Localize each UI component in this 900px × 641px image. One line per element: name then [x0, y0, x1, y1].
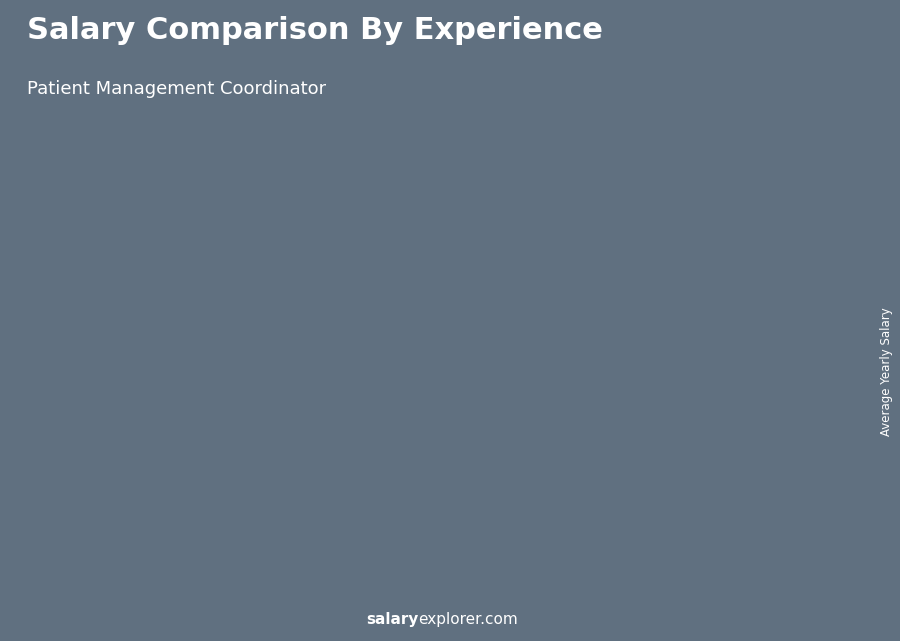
Bar — [720, 88, 864, 93]
Polygon shape — [317, 329, 391, 564]
Polygon shape — [562, 259, 636, 564]
Text: +11%: +11% — [509, 206, 567, 224]
Polygon shape — [686, 226, 769, 239]
Polygon shape — [144, 418, 154, 564]
Text: 70,100 USD: 70,100 USD — [310, 342, 380, 354]
Bar — [720, 33, 864, 38]
Text: explorer.com: explorer.com — [418, 612, 518, 627]
Bar — [720, 22, 778, 55]
Text: 82,400 USD: 82,400 USD — [434, 300, 503, 313]
Polygon shape — [760, 226, 770, 564]
Text: Average Yearly Salary: Average Yearly Salary — [880, 308, 893, 436]
Polygon shape — [636, 247, 646, 564]
Text: 53,200 USD: 53,200 USD — [187, 398, 256, 411]
Text: +6%: +6% — [638, 185, 684, 203]
Polygon shape — [194, 386, 267, 564]
Polygon shape — [686, 239, 760, 564]
Text: +18%: +18% — [386, 237, 444, 255]
Polygon shape — [317, 320, 400, 329]
Polygon shape — [70, 418, 154, 423]
Text: +32%: +32% — [263, 280, 321, 298]
Bar — [720, 71, 864, 77]
Polygon shape — [562, 247, 646, 259]
Bar — [720, 82, 864, 88]
Bar — [720, 77, 864, 82]
Bar — [720, 38, 864, 44]
Bar — [720, 60, 864, 66]
Polygon shape — [439, 278, 524, 288]
Polygon shape — [514, 278, 524, 564]
Polygon shape — [194, 379, 277, 386]
Text: 97,100 USD: 97,100 USD — [680, 251, 750, 264]
Text: 42,100 USD: 42,100 USD — [64, 435, 134, 448]
Bar — [720, 66, 864, 71]
Bar — [720, 28, 864, 33]
Text: 91,200 USD: 91,200 USD — [556, 271, 626, 284]
Polygon shape — [439, 288, 514, 564]
Text: Patient Management Coordinator: Patient Management Coordinator — [27, 80, 326, 98]
Polygon shape — [70, 423, 144, 564]
Polygon shape — [391, 320, 401, 564]
Bar — [720, 49, 864, 55]
Polygon shape — [267, 379, 277, 564]
Text: Salary Comparison By Experience: Salary Comparison By Experience — [27, 16, 603, 45]
Text: +26%: +26% — [140, 338, 198, 356]
Bar — [720, 44, 864, 49]
Text: salary: salary — [366, 612, 418, 627]
Bar — [720, 55, 864, 60]
Bar — [720, 22, 864, 28]
